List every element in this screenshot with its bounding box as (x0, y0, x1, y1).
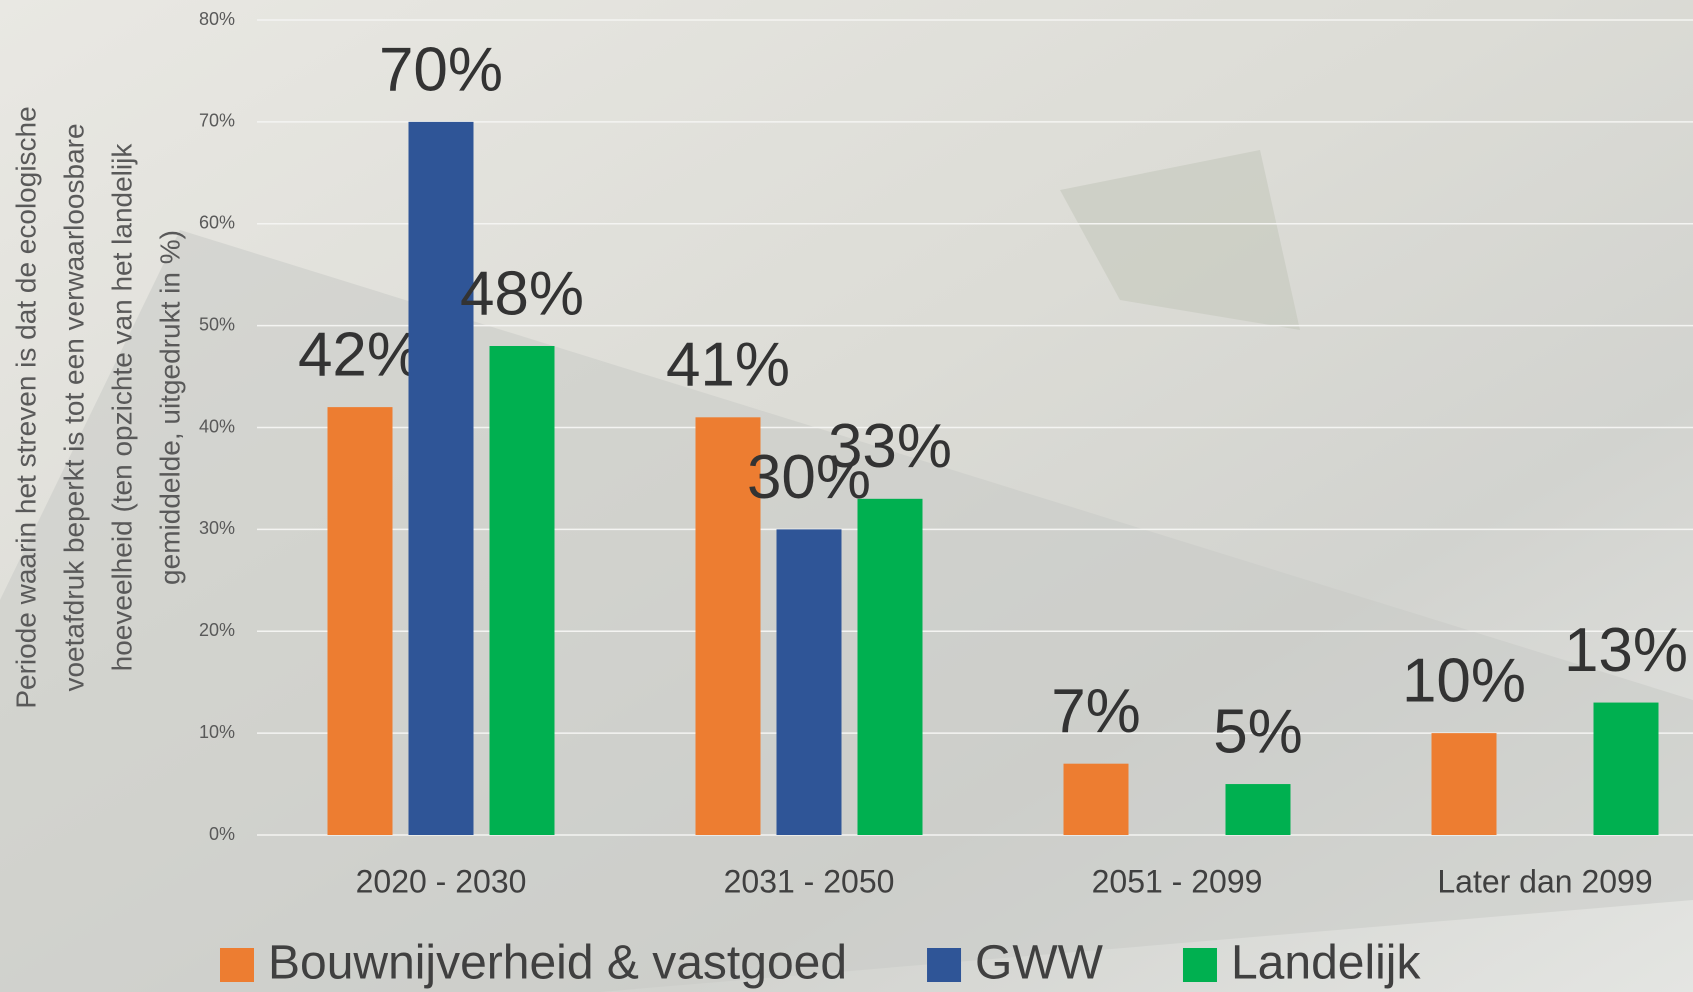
bar (408, 121, 474, 835)
legend-swatch (1182, 948, 1217, 982)
bar (327, 407, 393, 835)
y-axis-title: hoeveelheid (ten opzichte van het landel… (106, 143, 137, 672)
data-label: 48% (460, 259, 584, 328)
x-tick-label: 2020 - 2030 (356, 863, 527, 899)
legend-swatch (927, 948, 962, 982)
y-tick-label: 30% (199, 518, 235, 538)
x-tick-label: 2031 - 2050 (724, 863, 895, 899)
y-axis-title: Periode waarin het streven is dat de eco… (10, 106, 41, 708)
data-label: 7% (1051, 677, 1141, 746)
bar (1431, 733, 1497, 835)
y-tick-label: 40% (199, 416, 235, 436)
data-label: 42% (298, 321, 422, 390)
background-shape (1060, 150, 1300, 330)
y-tick-label: 20% (199, 620, 235, 640)
y-tick-label: 70% (199, 111, 235, 131)
bar (695, 417, 761, 835)
data-label: 41% (666, 331, 790, 400)
data-label: 5% (1213, 697, 1303, 766)
bar (1593, 702, 1659, 835)
legend-label: Landelijk (1231, 937, 1421, 990)
bar (489, 346, 555, 835)
y-tick-label: 50% (199, 314, 235, 334)
y-tick-label: 60% (199, 213, 235, 233)
legend-swatch (220, 948, 254, 982)
bar (776, 529, 842, 835)
data-label: 33% (828, 412, 952, 481)
legend-label: GWW (975, 937, 1104, 990)
y-tick-label: 80% (199, 9, 235, 29)
data-label: 13% (1564, 616, 1688, 685)
x-tick-label: Later dan 2099 (1437, 863, 1652, 899)
y-axis-title: gemiddelde, uitgedrukt in %) (154, 230, 185, 585)
data-label: 30% (747, 443, 871, 512)
y-tick-label: 0% (209, 824, 235, 844)
bar (1225, 784, 1291, 835)
y-axis-title: voetafdruk beperkt is tot een verwaarloo… (58, 123, 89, 691)
bar (1063, 763, 1129, 835)
legend-label: Bouwnijverheid & vastgoed (268, 937, 847, 990)
y-tick-label: 10% (199, 722, 235, 742)
bar (857, 498, 923, 835)
x-tick-label: 2051 - 2099 (1092, 863, 1263, 899)
data-label: 70% (379, 35, 503, 104)
data-label: 10% (1402, 647, 1526, 716)
